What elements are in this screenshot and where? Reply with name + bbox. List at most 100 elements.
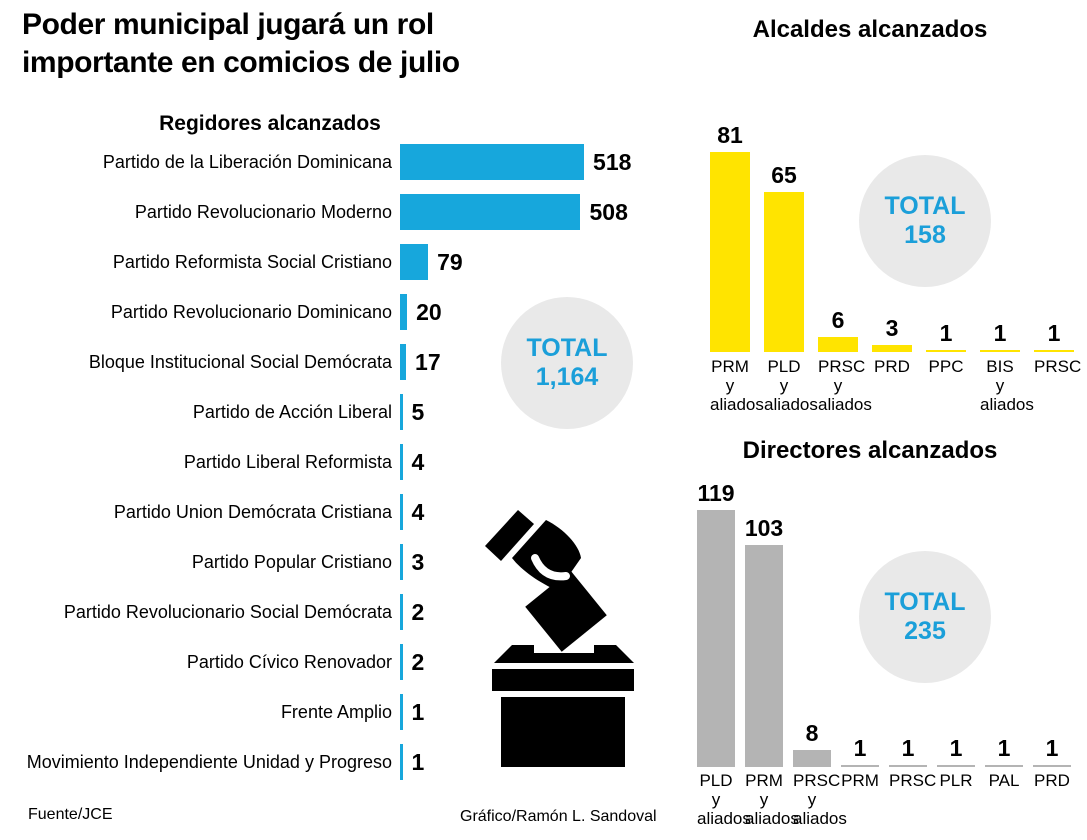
vbar-column: 3 <box>872 316 912 352</box>
vbar-column: 1 <box>926 321 966 352</box>
bar <box>764 191 804 352</box>
category-label: PRSC y aliados <box>818 357 872 414</box>
total-value: 235 <box>904 617 946 645</box>
bar <box>985 764 1023 767</box>
category-label-line: y <box>807 790 817 809</box>
category-label-line: aliados <box>818 395 872 414</box>
category-label: PLD y aliados <box>764 357 818 414</box>
vbar-column: 1 <box>1033 734 1071 767</box>
total-label: TOTAL <box>526 334 608 362</box>
vbar-column: 8 <box>793 721 831 767</box>
vbar-column: 1 <box>937 736 975 767</box>
party-label: Partido de Acción Liberal <box>192 401 392 422</box>
party-label: Partido Revolucionario Social Demócrata <box>63 601 392 622</box>
alcaldes-category-labels: PRM y aliados PLD y aliados PRSC y aliados PRD PPC… <box>710 357 1082 414</box>
party-row: Partido Reformista Social Cristiano 79 <box>0 237 631 287</box>
category-label-line: PRSC <box>1034 357 1082 376</box>
bar <box>400 694 403 730</box>
bar-value: 508 <box>589 199 628 225</box>
bar <box>872 344 912 352</box>
vbar-column: 119 <box>697 481 735 767</box>
vbar-column: 1 <box>980 319 1020 352</box>
party-label: Frente Amplio <box>280 701 392 722</box>
category-label-line: y <box>725 376 735 395</box>
party-row: Partido Revolucionario Dominicano 20 <box>0 287 631 337</box>
bar-value: 65 <box>771 161 797 188</box>
page-title: Poder municipal jugará un rol importante… <box>22 8 460 79</box>
bar-value: 4 <box>411 499 425 525</box>
bar-value: 1 <box>1047 319 1061 346</box>
alcaldes-bar-chart: 81 65 6 3 1 1 1 <box>710 112 1074 352</box>
bar-value: 3 <box>885 314 899 341</box>
party-row: Partido Union Demócrata Cristiana 4 <box>0 487 631 537</box>
party-row: Partido Cívico Renovador 2 <box>0 637 631 687</box>
party-row: Frente Amplio 1 <box>0 687 631 737</box>
party-label: Partido Popular Cristiano <box>191 551 392 572</box>
bar-value: 1 <box>1045 734 1059 761</box>
party-row: Bloque Institucional Social Demócrata 17 <box>0 337 631 387</box>
category-label: PAL <box>985 771 1023 828</box>
category-label-line: PRM <box>841 771 879 790</box>
bar <box>400 494 403 530</box>
bar-value: 81 <box>717 122 743 149</box>
bar-value: 1 <box>411 699 425 725</box>
category-label: PRM <box>841 771 879 828</box>
party-label: Partido Liberal Reformista <box>183 451 392 472</box>
category-label-line: PAL <box>988 771 1020 790</box>
bar <box>400 394 403 430</box>
bar-value: 1 <box>993 319 1007 346</box>
category-label-line: aliados <box>764 395 818 414</box>
bar-value: 2 <box>411 649 425 675</box>
vbar-column: 81 <box>710 123 750 352</box>
category-label-line: PRSC <box>818 357 866 376</box>
bar-value: 518 <box>593 149 632 175</box>
category-label-line: y <box>711 790 721 809</box>
party-label: Bloque Institucional Social Demócrata <box>88 351 392 372</box>
directores-total-badge: TOTAL 235 <box>859 551 991 683</box>
category-label: PLD y aliados <box>697 771 751 828</box>
bar <box>400 194 581 230</box>
category-label-line: BIS <box>986 357 1014 376</box>
bar-value: 1 <box>997 734 1011 761</box>
bar <box>1034 349 1074 352</box>
category-label-line: y <box>995 376 1005 395</box>
bar-value: 8 <box>805 719 819 746</box>
bar <box>400 594 403 630</box>
graphic-credit: Gráfico/Ramón L. Sandoval <box>460 808 657 825</box>
bar <box>793 749 831 767</box>
total-label: TOTAL <box>884 588 966 616</box>
bar <box>745 544 783 767</box>
bar <box>818 337 858 352</box>
category-label-line: PRD <box>1034 771 1070 790</box>
vbar-column: 1 <box>841 736 879 767</box>
category-label-line: y <box>833 376 843 395</box>
bar-value: 1 <box>411 749 425 775</box>
vbar-column: 1 <box>985 734 1023 767</box>
bar <box>697 509 735 767</box>
bar-value: 103 <box>744 514 784 541</box>
directores-title: Directores alcanzados <box>742 437 998 464</box>
bar-value: 17 <box>415 349 441 375</box>
bar <box>1033 764 1071 767</box>
bar <box>400 644 403 680</box>
total-value: 158 <box>904 221 946 249</box>
directores-bar-chart: 119 103 8 1 1 1 1 1 <box>697 474 1071 767</box>
party-label: Partido Cívico Renovador <box>186 651 392 672</box>
bar-value: 1 <box>901 734 915 761</box>
bar <box>400 744 403 780</box>
party-row: Partido Revolucionario Moderno 508 <box>0 187 631 237</box>
category-label: PPC <box>926 357 966 414</box>
bar <box>400 244 429 280</box>
vbar-column: 103 <box>745 516 783 767</box>
regidores-bar-chart: Partido de la Liberación Dominicana 518 Pa… <box>0 137 631 787</box>
bar-value: 2 <box>411 599 425 625</box>
bar <box>400 294 408 330</box>
category-label-line: PPC <box>928 357 964 376</box>
total-label: TOTAL <box>884 192 966 220</box>
category-label-line: PLD <box>767 357 801 376</box>
bar-value: 5 <box>411 399 425 425</box>
category-label: PRD <box>1033 771 1071 828</box>
regidores-title: Regidores alcanzados <box>159 112 381 135</box>
bar-value: 79 <box>437 249 463 275</box>
